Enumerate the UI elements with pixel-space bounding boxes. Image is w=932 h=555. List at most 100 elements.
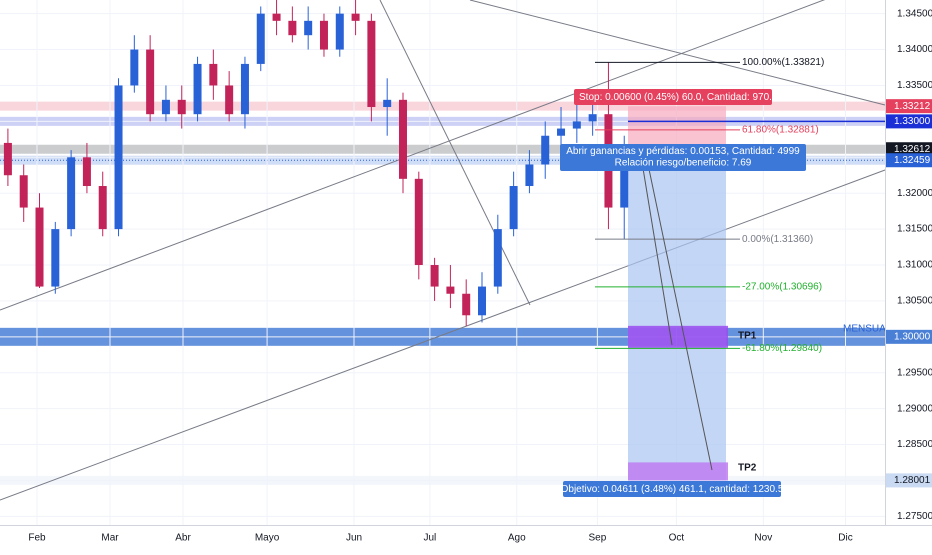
candle-body xyxy=(367,20,376,108)
candle-body xyxy=(67,157,76,230)
trend-line xyxy=(469,0,886,106)
price-zone xyxy=(0,101,885,111)
x-tick-label: Ago xyxy=(508,533,526,544)
y-tick-label: 1.31000 xyxy=(897,260,932,271)
price-label-bg xyxy=(886,329,932,344)
candle-body xyxy=(493,229,502,287)
x-tick-label: Sep xyxy=(588,533,606,544)
target-box xyxy=(563,481,781,497)
projection-arrow xyxy=(644,149,713,471)
candle-body xyxy=(161,99,170,115)
price-label: 1.32612 xyxy=(894,144,931,155)
trend-line xyxy=(0,0,826,311)
x-tick-label: Nov xyxy=(754,533,772,544)
candle-body xyxy=(541,135,550,165)
trend-line xyxy=(0,169,886,501)
y-tick-label: 1.28500 xyxy=(897,439,932,450)
x-tick-label: Abr xyxy=(175,533,191,544)
price-label: 1.30000 xyxy=(894,331,931,342)
price-label: 1.33212 xyxy=(894,101,931,112)
y-tick-label: 1.27500 xyxy=(897,511,932,522)
y-tick-label: 1.33500 xyxy=(897,80,932,91)
candle-body xyxy=(177,99,186,115)
candle-body xyxy=(446,286,455,294)
y-tick-label: 1.32000 xyxy=(897,188,932,199)
fib-label: 61.80%(1.32881) xyxy=(742,125,819,136)
target-text: Objetivo: 0.04611 (3.48%) 461.1, cantida… xyxy=(561,484,784,495)
candle-body xyxy=(462,293,471,316)
price-axis xyxy=(885,0,932,550)
price-label-bg xyxy=(886,114,932,129)
candle-body xyxy=(478,286,487,316)
x-tick-label: Feb xyxy=(28,533,46,544)
price-label-bg xyxy=(886,153,932,168)
stop-zone xyxy=(628,106,726,150)
x-tick-label: Jul xyxy=(423,533,436,544)
candle-body xyxy=(3,142,12,176)
zone-label: MENSUAL xyxy=(843,324,892,335)
x-tick-label: Oct xyxy=(669,533,685,544)
candle-body xyxy=(193,63,202,115)
ratio-text: Relación riesgo/beneficio: 7.69 xyxy=(615,158,752,169)
y-tick-label: 1.34500 xyxy=(897,8,932,19)
candle-body xyxy=(98,186,107,230)
candle-body xyxy=(209,63,218,86)
candle-body xyxy=(588,114,597,122)
candle-body xyxy=(130,49,139,86)
candle-body xyxy=(525,164,534,187)
fib-label: 0.00%(1.31360) xyxy=(742,234,813,245)
trend-line xyxy=(379,0,531,306)
candle-body xyxy=(256,13,265,64)
y-tick-label: 1.29500 xyxy=(897,367,932,378)
candle-body xyxy=(240,63,249,115)
projection-arrow xyxy=(639,149,673,346)
pnl-text: Abrir ganancias y pérdidas: 0.00153, Can… xyxy=(566,146,800,157)
pnl-box xyxy=(560,144,806,171)
candle-body xyxy=(557,128,566,136)
price-label: 1.33000 xyxy=(894,116,931,127)
fib-label: -27.00%(1.30696) xyxy=(742,281,822,292)
stop-box xyxy=(574,89,772,105)
target-zone xyxy=(628,149,726,481)
candle-body xyxy=(35,207,44,287)
candle-body xyxy=(51,229,60,287)
price-label-bg xyxy=(886,99,932,114)
price-label: 1.28001 xyxy=(894,475,931,486)
x-tick-label: Mayo xyxy=(255,533,280,544)
tp-box xyxy=(628,325,728,348)
candle-body xyxy=(82,157,91,187)
x-tick-label: Jun xyxy=(346,533,362,544)
y-tick-label: 1.29000 xyxy=(897,403,932,414)
x-tick-label: Mar xyxy=(101,533,119,544)
candle-body xyxy=(304,20,313,36)
fib-label: -61.80%(1.29840) xyxy=(742,343,822,354)
y-tick-label: 1.34000 xyxy=(897,44,932,55)
candle-body xyxy=(572,121,581,129)
y-tick-label: 1.30500 xyxy=(897,296,932,307)
candle-body xyxy=(620,149,629,208)
price-label-bg xyxy=(886,142,932,157)
candle-body xyxy=(146,49,155,115)
price-label-bg xyxy=(886,473,932,488)
candle-body xyxy=(19,175,28,208)
candle-body xyxy=(430,265,439,287)
candle-body xyxy=(414,178,423,266)
candle-body xyxy=(288,20,297,36)
candle-body xyxy=(114,85,123,230)
candle-body xyxy=(398,99,407,179)
candle-body xyxy=(225,85,234,115)
candle-body xyxy=(351,13,360,21)
price-zone xyxy=(0,155,885,165)
candle-body xyxy=(335,13,344,50)
stop-text: Stop: 0.00600 (0.45%) 60.0, Cantidad: 97… xyxy=(579,92,783,103)
candle-body xyxy=(319,20,328,50)
candle-body xyxy=(383,99,392,108)
tp-label: TP1 xyxy=(738,331,757,342)
price-label: 1.32459 xyxy=(894,155,931,166)
tp-label: TP2 xyxy=(738,463,757,474)
fib-label: 100.00%(1.33821) xyxy=(742,57,824,68)
x-tick-label: Dic xyxy=(838,533,852,544)
candle-body xyxy=(272,13,281,21)
candle-body xyxy=(509,186,518,230)
